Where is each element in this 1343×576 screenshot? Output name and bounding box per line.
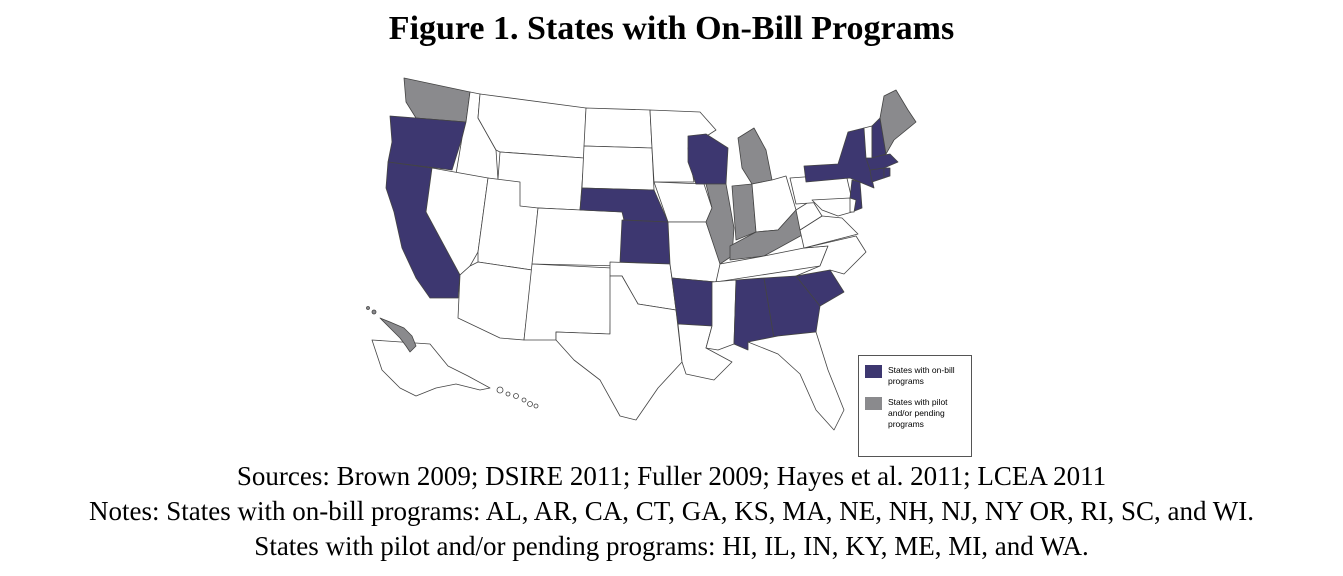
state-ar bbox=[671, 277, 717, 327]
map-legend: States with on-bill programs States with… bbox=[858, 355, 972, 457]
legend-label-pilot: States with pilot and/or pending program… bbox=[888, 397, 948, 429]
legend-item-on-bill: States with on-bill programs bbox=[865, 365, 966, 387]
figure-title: Figure 1. States with On-Bill Programs bbox=[388, 10, 955, 47]
alaska-island bbox=[496, 386, 504, 394]
state-ri bbox=[883, 167, 891, 179]
state-hi bbox=[379, 317, 417, 353]
state-nm bbox=[523, 263, 613, 341]
state-ma bbox=[865, 153, 899, 171]
legend-label-on-bill: States with on-bill programs bbox=[888, 365, 955, 386]
hawaii-island bbox=[366, 306, 370, 310]
state-co bbox=[531, 207, 625, 267]
state-ks bbox=[619, 219, 671, 265]
notes-pilot: States with pilot and/or pending program… bbox=[254, 531, 1089, 561]
us-map bbox=[360, 70, 980, 455]
on-bill-swatch bbox=[865, 365, 882, 378]
state-me bbox=[879, 89, 917, 155]
state-de bbox=[849, 197, 857, 213]
state-nc bbox=[795, 235, 867, 277]
sources-note: Sources: Brown 2009; DSIRE 2011; Fuller … bbox=[236, 461, 1107, 491]
state-wa bbox=[403, 77, 471, 123]
state-az bbox=[457, 261, 533, 341]
alaska-island bbox=[505, 391, 511, 397]
legend-item-pilot: States with pilot and/or pending program… bbox=[865, 397, 966, 430]
state-or bbox=[387, 115, 467, 171]
alaska-island bbox=[533, 403, 539, 409]
alaska-island bbox=[513, 393, 519, 399]
state-ny bbox=[803, 127, 875, 189]
state-mi bbox=[737, 127, 773, 185]
hawaii-island bbox=[371, 309, 377, 315]
state-sd bbox=[581, 145, 655, 191]
alaska-island bbox=[527, 401, 533, 407]
state-md bbox=[811, 197, 853, 217]
pilot-swatch bbox=[865, 397, 882, 410]
state-wi bbox=[687, 133, 729, 185]
us-map-svg bbox=[366, 77, 917, 431]
alaska-island bbox=[521, 397, 527, 403]
state-tx bbox=[555, 275, 683, 421]
state-ak bbox=[371, 339, 491, 397]
state-fl bbox=[747, 331, 845, 431]
notes-on-bill: Notes: States with on-bill programs: AL,… bbox=[89, 496, 1254, 526]
state-il bbox=[705, 183, 735, 265]
state-nd bbox=[583, 107, 653, 149]
